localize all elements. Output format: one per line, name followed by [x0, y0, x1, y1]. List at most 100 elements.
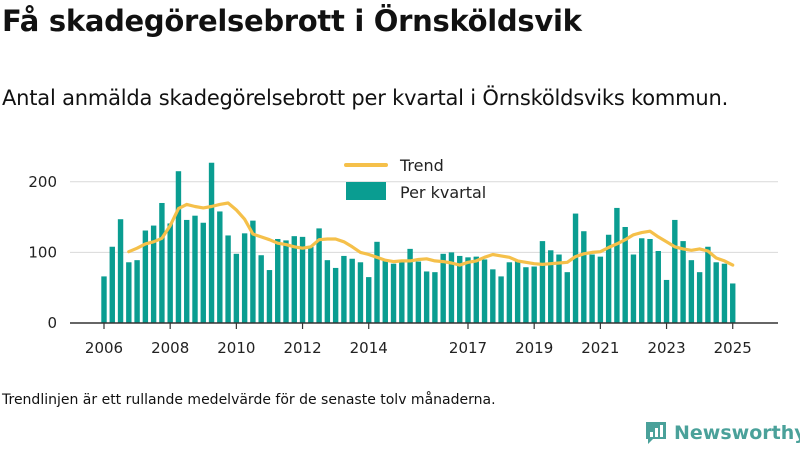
bar — [283, 240, 289, 323]
bar — [225, 235, 231, 323]
bar — [705, 246, 711, 323]
bar — [457, 255, 463, 323]
legend-label-per-kvartal: Per kvartal — [400, 183, 486, 202]
x-tick-label: 2010 — [217, 339, 255, 357]
bar — [721, 263, 728, 323]
bar — [531, 266, 537, 323]
x-tick-label: 2023 — [647, 339, 685, 357]
bar — [473, 256, 479, 323]
bar — [374, 241, 380, 323]
bar — [556, 254, 562, 323]
bar — [316, 228, 322, 323]
bar — [101, 276, 107, 323]
bar — [241, 233, 248, 323]
bar — [581, 231, 587, 323]
bar — [332, 267, 339, 323]
trend-series — [127, 201, 735, 267]
bar — [200, 222, 206, 323]
bar — [159, 202, 165, 323]
bar — [299, 236, 306, 323]
bar — [539, 241, 546, 323]
bar — [639, 238, 645, 323]
chart-area: 0 100 200 2006 2008 2010 2012 2014 2017 2019 2021 2… — [28, 156, 778, 357]
bar — [440, 253, 446, 323]
bar — [126, 262, 132, 323]
bar — [291, 236, 297, 323]
bar — [448, 252, 455, 323]
bar — [688, 260, 695, 323]
x-tick-label: 2006 — [85, 339, 123, 357]
bar — [250, 220, 256, 323]
bar-series — [101, 162, 736, 323]
bar — [192, 215, 198, 323]
bar — [390, 263, 397, 323]
bar — [233, 253, 240, 323]
x-tick-label: 2017 — [449, 339, 487, 357]
brand[interactable]: Newsworthy — [644, 418, 800, 448]
bar — [663, 279, 670, 323]
bar — [175, 171, 182, 323]
bar — [713, 262, 719, 323]
bar — [630, 254, 637, 323]
bar — [423, 271, 430, 323]
bar — [266, 270, 273, 323]
bar — [589, 254, 595, 323]
bar — [564, 272, 570, 323]
bar — [432, 272, 438, 323]
x-tick-label: 2008 — [151, 339, 189, 357]
chart-subtitle: Antal anmälda skadegörelsebrott per kvar… — [2, 86, 729, 110]
bar — [415, 261, 422, 323]
brand-name: Newsworthy — [674, 422, 800, 444]
bar — [357, 262, 364, 323]
bar — [696, 272, 703, 323]
bar — [399, 260, 405, 323]
axes: 0 100 200 2006 2008 2010 2012 2014 2017 2019 2021 2… — [28, 173, 778, 357]
bar — [514, 260, 521, 323]
bar — [481, 259, 488, 323]
bar — [109, 246, 115, 323]
bar — [366, 277, 372, 323]
trend-line — [127, 201, 735, 267]
bar — [548, 250, 554, 323]
y-tick-label: 100 — [28, 243, 57, 261]
x-tick-label: 2012 — [283, 339, 321, 357]
bar — [605, 234, 612, 323]
bar — [647, 238, 653, 323]
bar — [622, 226, 628, 323]
bar — [308, 246, 314, 323]
bar — [134, 260, 140, 323]
bar — [150, 225, 157, 323]
newsworthy-logo-icon — [646, 422, 666, 444]
bar — [184, 219, 190, 323]
y-tick-label: 200 — [28, 173, 57, 191]
bar — [382, 260, 388, 323]
bar — [465, 257, 471, 323]
footnote: Trendlinjen är ett rullande medelvärde f… — [2, 392, 496, 408]
bar — [490, 269, 496, 323]
bar — [597, 256, 604, 323]
bar — [572, 213, 579, 323]
bar — [506, 262, 513, 323]
bar — [142, 230, 149, 323]
bar — [275, 238, 281, 323]
x-tick-label: 2021 — [581, 339, 619, 357]
bar — [117, 219, 124, 323]
bar — [655, 250, 661, 323]
legend: Trend Per kvartal — [344, 156, 486, 202]
bar — [498, 276, 504, 323]
bar — [208, 162, 215, 323]
x-tick-label: 2014 — [350, 339, 388, 357]
bar — [730, 283, 736, 323]
bar — [672, 219, 678, 323]
x-tick-label: 2025 — [714, 339, 752, 357]
bar — [341, 255, 347, 323]
legend-swatch-per-kvartal — [346, 182, 386, 200]
bar — [680, 241, 686, 323]
chart-title: Få skadegörelsebrott i Örnsköldsvik — [2, 4, 582, 38]
bar — [349, 258, 355, 323]
legend-label-trend: Trend — [399, 156, 444, 175]
x-tick-label: 2019 — [515, 339, 553, 357]
bar — [407, 248, 413, 323]
bar — [523, 267, 529, 323]
bar — [217, 211, 223, 323]
